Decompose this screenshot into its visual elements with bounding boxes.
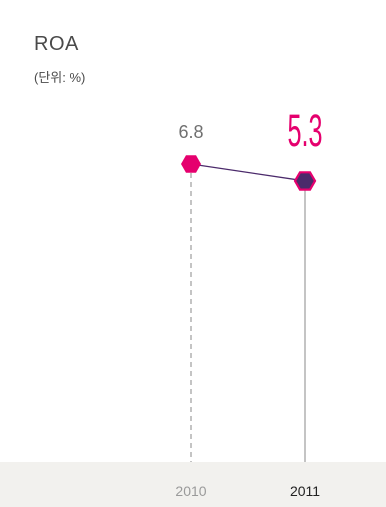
x-tick-label-2010: 2010 (175, 483, 206, 499)
value-label-2010: 6.8 (178, 122, 203, 142)
x-tick-label-2011: 2011 (290, 483, 320, 499)
data-point-2011 (295, 172, 315, 189)
value-label-2011: 5.3 (287, 105, 322, 156)
data-point-2010 (181, 155, 201, 172)
series-line (191, 164, 305, 181)
